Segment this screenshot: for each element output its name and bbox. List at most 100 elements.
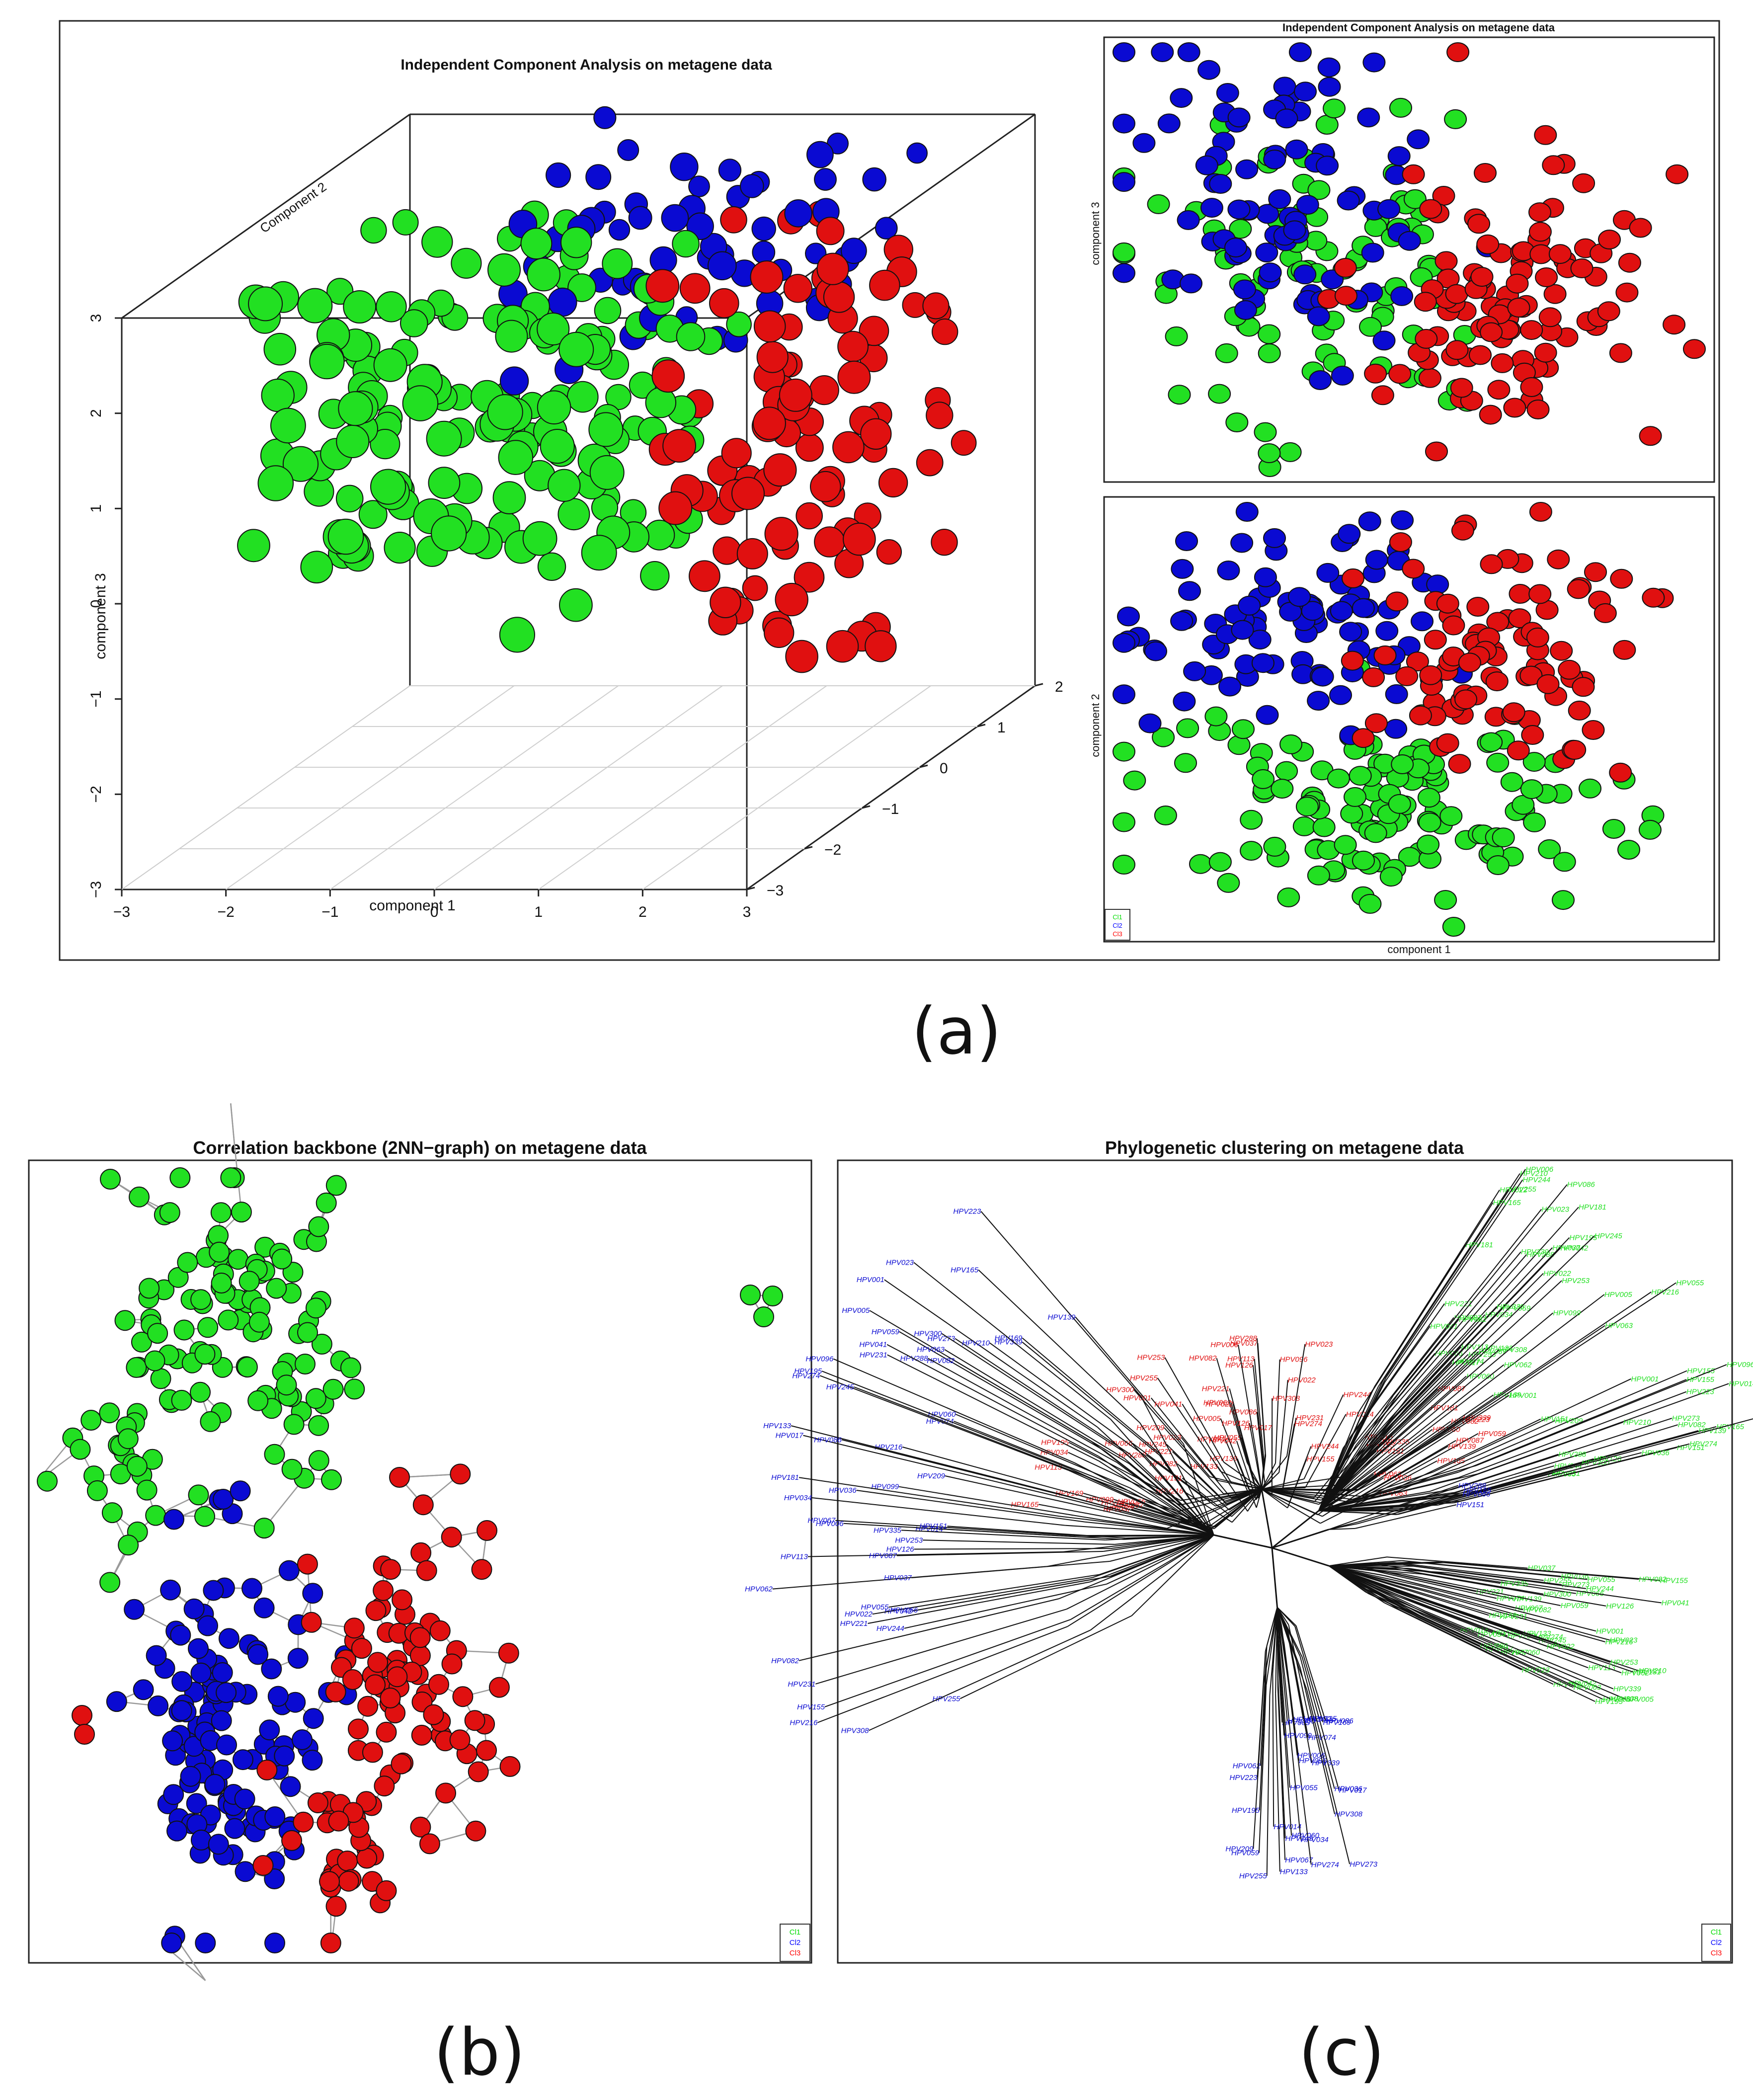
pts12-point-cl1 <box>1154 806 1177 825</box>
node-cl2 <box>124 1599 145 1620</box>
ica3d-point-cl1 <box>426 420 462 457</box>
ica3d-plot: Independent Component Analysis on metage… <box>88 57 1063 920</box>
tree-branch <box>1286 1344 1306 1456</box>
pts12-point-cl3 <box>1584 562 1607 582</box>
pts12-point-cl2 <box>1385 684 1408 704</box>
z-tick-label: 3 <box>88 314 104 323</box>
tip-label: HPV023 <box>1305 1340 1333 1349</box>
pts12-point-cl1 <box>1312 817 1336 837</box>
tip-label: HPV063 <box>917 1346 945 1354</box>
node-cl3 <box>362 1742 383 1763</box>
ica3d-point-cl3 <box>736 538 768 569</box>
pts12-point-cl2 <box>1307 691 1330 711</box>
tip-label: HPV022 <box>1205 1400 1234 1409</box>
node-cl1 <box>311 1333 332 1355</box>
tree-branch <box>1099 1460 1214 1535</box>
node-cl2 <box>186 1793 207 1814</box>
pts13-point-cl3 <box>1534 125 1557 145</box>
tree-branch <box>1328 1565 1426 1612</box>
pts13-point-cl3 <box>1469 345 1492 365</box>
node-cl1 <box>253 1518 275 1539</box>
tip-label: HPV181 <box>1465 1241 1493 1249</box>
ica3d-point-cl2 <box>875 217 898 240</box>
ica3d-point-cl3 <box>775 582 808 617</box>
tree-branch <box>1437 1561 1639 1580</box>
tree-branch <box>1328 1523 1358 1530</box>
pts13-point-cl2 <box>1309 370 1332 390</box>
pts12-point-cl2 <box>1311 666 1334 687</box>
tree-branch <box>1157 1377 1221 1472</box>
pts12-point-cl1 <box>1391 754 1414 774</box>
pts13-point-cl1 <box>1215 343 1238 363</box>
tree-branch <box>1421 1615 1603 1700</box>
node-cl3 <box>365 1600 387 1621</box>
pts12-point-cl2 <box>1358 511 1381 532</box>
pts13-point-cl2 <box>1197 60 1220 80</box>
tip-label: HPV335 <box>874 1526 902 1535</box>
tip-label: HPV005 <box>1193 1415 1221 1423</box>
ica3d-point-cl1 <box>297 288 333 323</box>
tree-branch <box>1124 1458 1214 1535</box>
pts13-point-cl2 <box>1235 159 1259 179</box>
y-tick-label: 0 <box>940 760 948 777</box>
pts13-point-cl3 <box>1629 218 1652 238</box>
tip-label: HPV059 <box>1561 1602 1589 1610</box>
pts13-point-cl3 <box>1538 307 1562 327</box>
tip-label: HPV006 <box>1525 1165 1554 1174</box>
pts13-point-cl3 <box>1476 234 1500 254</box>
tree-branch <box>1385 1169 1526 1378</box>
pts13-point-cl3 <box>1418 368 1441 388</box>
ica3d-point-cl1 <box>602 248 633 279</box>
node-cl1 <box>762 1286 783 1306</box>
z-tick-label: −2 <box>88 786 104 803</box>
node-cl1 <box>753 1306 774 1327</box>
tree-branch <box>1329 1556 1387 1567</box>
tree-branch <box>1180 1488 1262 1501</box>
pts13-point-cl2 <box>1200 198 1223 218</box>
legend-item-cl1: Cl1 <box>1113 913 1122 921</box>
ica3d-point-cl1 <box>594 297 622 324</box>
node-cl1 <box>144 1350 165 1372</box>
tree-branch <box>1418 1585 1596 1632</box>
ica3d-point-cl3 <box>951 430 977 456</box>
ica3d-point-cl1 <box>300 551 333 584</box>
ica3d-point-cl1 <box>537 390 571 425</box>
pts13-point-cl3 <box>1548 244 1572 264</box>
pts12-point-cl2 <box>1173 691 1196 712</box>
node-cl2 <box>292 1729 313 1750</box>
node-cl1 <box>305 1297 326 1319</box>
tree-branch <box>898 1486 1105 1521</box>
tree-branch <box>1402 1280 1562 1428</box>
tree-branch <box>1272 1547 1329 1567</box>
node-cl2 <box>213 1489 234 1510</box>
pts13-point-cl3 <box>1419 199 1442 219</box>
tip-label: HPV255 <box>1509 1185 1537 1194</box>
tree-branch <box>1355 1440 1456 1500</box>
tree-branch <box>1398 1472 1553 1515</box>
ica3d-floor-grid <box>179 685 977 890</box>
z-tick-label: 2 <box>88 409 104 417</box>
node-cl2 <box>234 1788 255 1810</box>
tip-label: HPV244 <box>1522 1176 1550 1184</box>
node-cl2 <box>203 1580 224 1601</box>
tree-branch <box>1318 1478 1379 1512</box>
node-cl2 <box>188 1638 209 1659</box>
node-cl1 <box>316 1192 337 1213</box>
tree-branch <box>854 1386 1084 1476</box>
node-cl1 <box>308 1450 329 1471</box>
tree-branch <box>1090 1535 1214 1583</box>
node-cl2 <box>218 1628 239 1649</box>
tree-branch <box>1329 1565 1402 1575</box>
legend-box <box>1105 909 1130 941</box>
tree-branch <box>923 1539 1115 1545</box>
node-cl1 <box>126 1455 148 1477</box>
tip-label: HPV086 <box>814 1436 842 1444</box>
tree-branch <box>1116 1462 1214 1535</box>
pts12-point-cl1 <box>1434 890 1457 910</box>
graph-edge <box>230 1103 235 1143</box>
pts12-point-cl1 <box>1208 852 1232 872</box>
tree-branch <box>1261 1462 1276 1490</box>
node-cl1 <box>159 1202 180 1223</box>
ica3d-ylabel: Component 2 <box>257 179 329 236</box>
tip-label: HPV335 <box>1501 1579 1529 1588</box>
